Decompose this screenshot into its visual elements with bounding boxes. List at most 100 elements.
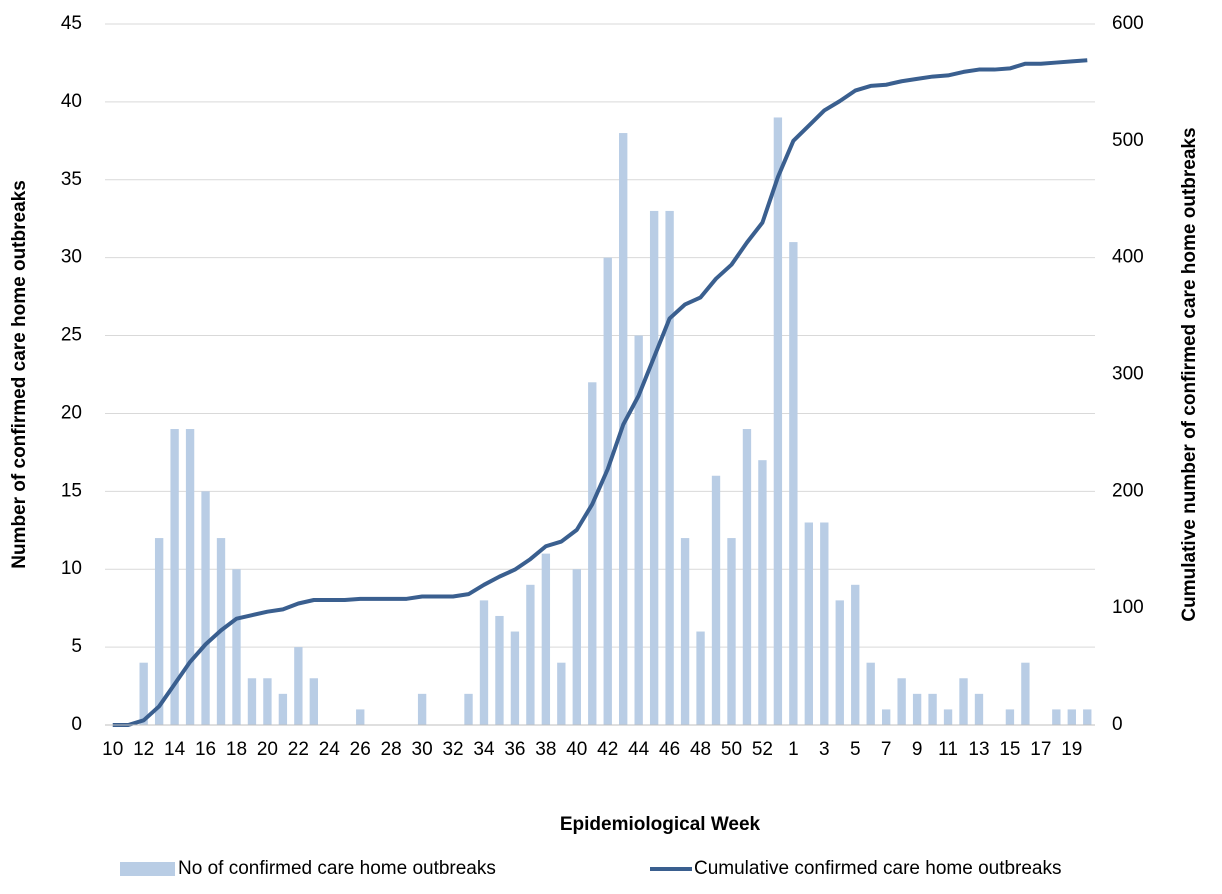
bar [139,662,148,725]
x-tick-label: 32 [442,739,463,760]
bar [1021,662,1030,725]
bar [294,647,303,725]
bar [1052,709,1061,725]
x-tick-label: 44 [628,739,650,760]
x-tick-label: 11 [938,739,958,760]
x-tick-label: 48 [690,739,711,760]
bar [201,491,210,725]
bar [417,693,427,725]
y2-tick-label: 400 [1112,247,1144,268]
bar [665,210,674,725]
x-tick-label: 34 [473,739,495,760]
x-tick-label: 20 [257,739,278,760]
bar [495,615,504,725]
x-tick-label: 38 [535,739,556,760]
x-tick-label: 10 [102,739,123,760]
bar [835,600,844,725]
y-tick-label: 15 [61,480,82,501]
x-tick-label: 50 [721,739,742,760]
x-tick-label: 17 [1030,739,1051,760]
bar [170,429,179,725]
y-tick-label: 0 [71,714,82,735]
x-tick-label: 14 [164,739,186,760]
x-tick-label: 24 [319,739,341,760]
bar [928,693,937,725]
bar [263,678,272,725]
bar [588,382,597,725]
bar [1067,709,1076,725]
bar [185,429,195,725]
bar [866,662,875,725]
x-tick-label: 22 [288,739,309,760]
x-tick-label: 42 [597,739,618,760]
x-tick-label: 52 [752,739,773,760]
bar [309,678,319,725]
bar [804,522,814,725]
y-tick-label: 40 [61,91,82,112]
x-tick-label: 5 [850,739,861,760]
y-tick-label: 10 [61,558,82,579]
x-tick-label: 40 [566,739,587,760]
legend-label: No of confirmed care home outbreaks [178,858,496,879]
bar [649,210,659,725]
bar [247,678,257,725]
bar [773,117,783,725]
x-tick-label: 26 [350,739,371,760]
x-tick-label: 19 [1061,739,1082,760]
bar [510,631,520,725]
x-tick-label: 7 [881,739,892,760]
bar [1083,709,1092,725]
y-tick-label: 25 [61,325,82,346]
x-tick-label: 28 [381,739,402,760]
x-tick-label: 36 [504,739,525,760]
x-tick-label: 18 [226,739,247,760]
bar [727,538,736,725]
x-tick-label: 46 [659,739,680,760]
y2-tick-label: 500 [1112,130,1144,151]
y-tick-label: 20 [61,402,82,423]
bar [154,538,164,725]
x-tick-label: 3 [819,739,830,760]
y2-tick-label: 100 [1112,597,1144,618]
line [112,58,1088,727]
x-tick-label: 1 [788,739,799,760]
bar [897,678,906,725]
bar [711,475,721,725]
x-tick-label: 13 [968,739,989,760]
y-axis-title: Number of confirmed care home outbreaks [9,180,30,569]
y2-tick-label: 300 [1112,364,1144,385]
bar [634,335,643,725]
x-tick-label: 16 [195,739,216,760]
bar [479,600,489,725]
bar [974,693,984,725]
bar [1005,709,1015,725]
y2-axis-title: Cumulative number of confirmed care home… [1179,127,1200,621]
y-tick-label: 45 [61,13,82,34]
bar [881,709,891,725]
legend-label: Cumulative confirmed care home outbreaks [694,858,1062,879]
bar [526,584,535,725]
x-tick-label: 12 [133,739,154,760]
bar [742,429,752,725]
x-axis-title: Epidemiological Week [560,814,761,835]
legend-swatch [120,862,175,876]
x-tick-label: 9 [912,739,923,760]
y-tick-label: 30 [61,247,82,268]
bar [912,693,922,725]
y-tick-label: 5 [71,636,82,657]
bar [464,693,473,725]
bar [541,553,551,725]
y2-tick-label: 200 [1112,480,1144,501]
bar [680,538,690,725]
x-tick-label: 15 [999,739,1020,760]
bar [758,460,767,725]
bar [959,678,968,725]
bar [851,584,860,725]
bar [696,631,705,725]
bar [820,522,829,725]
y2-tick-label: 0 [1112,714,1123,735]
x-tick-label: 30 [412,739,433,760]
bar [557,662,566,725]
bar [943,709,953,725]
